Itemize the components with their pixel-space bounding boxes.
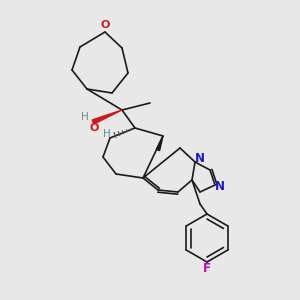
Text: O: O [100, 20, 110, 30]
Text: H: H [103, 129, 111, 139]
Text: F: F [203, 262, 211, 275]
Text: N: N [195, 152, 205, 166]
Polygon shape [92, 110, 122, 124]
Polygon shape [156, 136, 163, 151]
Text: N: N [215, 179, 225, 193]
Text: H: H [81, 112, 89, 122]
Text: O: O [89, 123, 99, 133]
